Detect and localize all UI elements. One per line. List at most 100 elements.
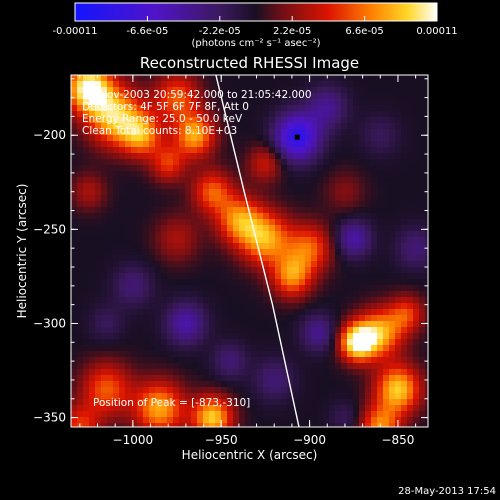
heatmap-cell <box>95 111 102 118</box>
heatmap-cell <box>425 117 428 124</box>
heatmap-cell <box>413 387 420 394</box>
heatmap-cell <box>341 423 348 427</box>
heatmap-cell <box>413 345 420 352</box>
heatmap-cell <box>245 201 252 208</box>
heatmap-cell <box>341 87 348 94</box>
heatmap-cell <box>179 207 186 214</box>
heatmap-cell <box>293 117 300 124</box>
heatmap-cell <box>197 387 204 394</box>
heatmap-cell <box>341 345 348 352</box>
heatmap-cell <box>167 225 174 232</box>
heatmap-cell <box>113 225 120 232</box>
heatmap-cell <box>221 339 228 346</box>
heatmap-cell <box>221 171 228 178</box>
heatmap-cell <box>299 321 306 328</box>
heatmap-cell <box>365 195 372 202</box>
heatmap-cell <box>185 339 192 346</box>
heatmap-cell <box>269 75 276 82</box>
heatmap-cell <box>197 297 204 304</box>
heatmap-cell <box>215 279 222 286</box>
heatmap-cell <box>221 309 228 316</box>
heatmap-cell <box>269 231 276 238</box>
heatmap-cell <box>167 171 174 178</box>
heatmap-cell <box>395 393 402 400</box>
heatmap-cell <box>401 225 408 232</box>
heatmap-cell <box>299 393 306 400</box>
heatmap-cell <box>425 183 428 190</box>
heatmap-cell <box>419 291 426 298</box>
heatmap-cell <box>365 267 372 274</box>
heatmap-cell <box>299 375 306 382</box>
heatmap-cell <box>227 333 234 340</box>
heatmap-cell <box>239 279 246 286</box>
heatmap-cell <box>113 165 120 172</box>
heatmap-cell <box>113 369 120 376</box>
heatmap-cell <box>359 171 366 178</box>
heatmap-cell <box>341 165 348 172</box>
heatmap-cell <box>191 141 198 148</box>
heatmap-cell <box>257 345 264 352</box>
heatmap-cell <box>377 381 384 388</box>
heatmap-cell <box>299 387 306 394</box>
heatmap-cell <box>257 399 264 406</box>
heatmap-cell <box>203 369 210 376</box>
heatmap-cell <box>293 159 300 166</box>
heatmap-cell <box>131 231 138 238</box>
heatmap-cell <box>251 405 258 412</box>
heatmap-cell <box>89 105 96 112</box>
heatmap-cell <box>89 165 96 172</box>
heatmap-cell <box>347 315 354 322</box>
heatmap-cell <box>185 279 192 286</box>
heatmap-cell <box>401 135 408 142</box>
heatmap-cell <box>101 255 108 262</box>
heatmap-cell <box>161 261 168 268</box>
heatmap-cell <box>257 213 264 220</box>
heatmap-cell <box>347 123 354 130</box>
heatmap-cell <box>329 309 336 316</box>
heatmap-cell <box>191 117 198 124</box>
heatmap-cell <box>401 267 408 274</box>
heatmap-cell <box>365 207 372 214</box>
heatmap-cell <box>125 423 132 427</box>
heatmap-cell <box>365 285 372 292</box>
heatmap-cell <box>347 369 354 376</box>
heatmap-cell <box>125 327 132 334</box>
heatmap-cell <box>221 267 228 274</box>
heatmap-cell <box>209 93 216 100</box>
heatmap-cell <box>215 135 222 142</box>
heatmap-cell <box>131 87 138 94</box>
heatmap-cell <box>311 231 318 238</box>
heatmap-cell <box>347 183 354 190</box>
heatmap-cell <box>251 327 258 334</box>
heatmap-cell <box>125 219 132 226</box>
heatmap-cell <box>107 123 114 130</box>
heatmap-cell <box>161 129 168 136</box>
heatmap-cell <box>263 165 270 172</box>
heatmap-cell <box>305 369 312 376</box>
heatmap-cell <box>77 405 84 412</box>
heatmap-cell <box>407 423 414 427</box>
heatmap-cell <box>191 171 198 178</box>
x-tick-label: −850 <box>381 433 414 447</box>
heatmap-cell <box>137 297 144 304</box>
heatmap-cell <box>287 291 294 298</box>
heatmap-cell <box>155 351 162 358</box>
heatmap-cell <box>77 147 84 154</box>
heatmap-cell <box>329 399 336 406</box>
heatmap-cell <box>185 351 192 358</box>
heatmap-cell <box>167 195 174 202</box>
heatmap-cell <box>161 141 168 148</box>
heatmap-cell <box>131 123 138 130</box>
heatmap-cell <box>71 381 78 388</box>
heatmap-cell <box>419 195 426 202</box>
heatmap-cell <box>227 99 234 106</box>
heatmap-cell <box>191 417 198 424</box>
heatmap-cell <box>215 243 222 250</box>
heatmap-cell <box>149 249 156 256</box>
heatmap-cell <box>89 213 96 220</box>
heatmap-cell <box>245 153 252 160</box>
heatmap-cell <box>341 189 348 196</box>
heatmap-cell <box>275 411 282 418</box>
heatmap-cell <box>215 411 222 418</box>
heatmap-cell <box>257 327 264 334</box>
